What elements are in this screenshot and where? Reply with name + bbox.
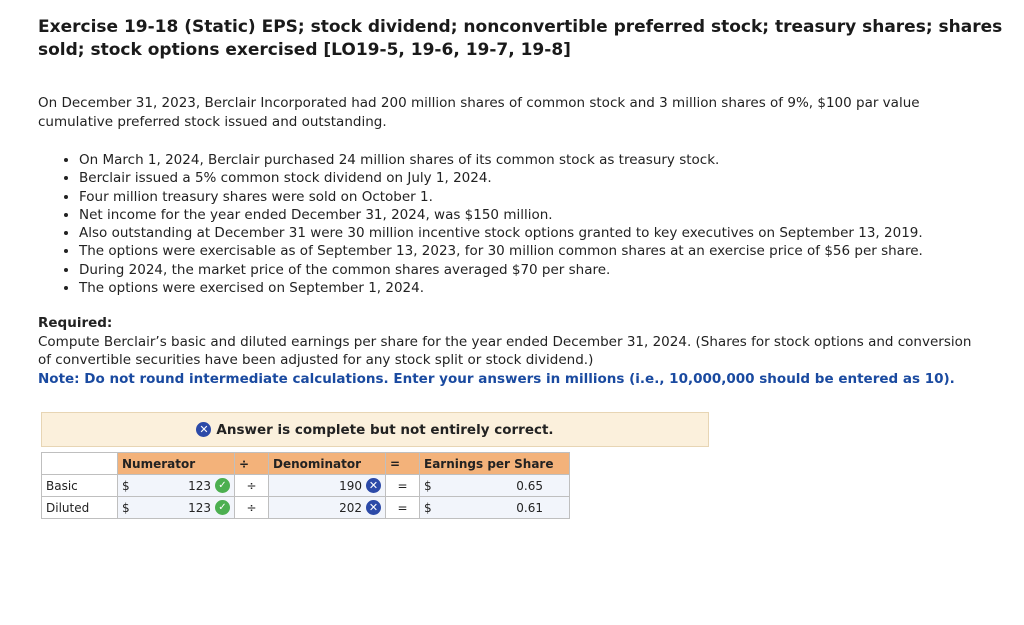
eps-input[interactable]: $ 0.65 [419, 474, 570, 497]
answer-status-banner: ✕ Answer is complete but not entirely co… [41, 412, 709, 447]
equals-sign: = [385, 474, 420, 497]
x-circle-icon: ✕ [366, 478, 381, 493]
denominator-value[interactable]: 190 [339, 478, 362, 493]
header-eps: Earnings per Share [419, 452, 570, 475]
header-divide: ÷ [234, 452, 269, 475]
table-row: Basic $ 123 ✓ ÷ 190 ✕ = $ 0.65 [41, 474, 570, 497]
row-label: Diluted [41, 496, 118, 519]
list-item: During 2024, the market price of the com… [79, 261, 1019, 279]
dollar-sign: $ [122, 478, 130, 493]
numerator-value[interactable]: 123 [188, 500, 211, 515]
list-item: The options were exercisable as of Septe… [79, 242, 1019, 260]
list-item: On March 1, 2024, Berclair purchased 24 … [79, 151, 1019, 169]
required-text: Compute Berclair’s basic and diluted ear… [38, 333, 972, 369]
list-item: Four million treasury shares were sold o… [79, 188, 1019, 206]
eps-table: Numerator ÷ Denominator = Earnings per S… [41, 452, 570, 519]
divide-sign: ÷ [234, 496, 269, 519]
header-equals: = [385, 452, 420, 475]
dollar-sign: $ [424, 500, 432, 515]
list-item: The options were exercised on September … [79, 279, 1019, 297]
eps-value[interactable]: 0.65 [516, 478, 543, 493]
eps-value[interactable]: 0.61 [516, 500, 543, 515]
numerator-value[interactable]: 123 [188, 478, 211, 493]
list-item: Also outstanding at December 31 were 30 … [79, 224, 1019, 242]
table-header-row: Numerator ÷ Denominator = Earnings per S… [41, 452, 570, 475]
header-blank-cell [41, 452, 118, 475]
banner-text: Answer is complete but not entirely corr… [216, 421, 554, 438]
eps-input[interactable]: $ 0.61 [419, 496, 570, 519]
required-section: Required: Compute Berclair’s basic and d… [38, 314, 988, 388]
numerator-input[interactable]: $ 123 ✓ [117, 474, 235, 497]
denominator-input[interactable]: 202 ✕ [268, 496, 386, 519]
facts-list: On March 1, 2024, Berclair purchased 24 … [38, 151, 1019, 297]
row-label: Basic [41, 474, 118, 497]
exercise-title: Exercise 19-18 (Static) EPS; stock divid… [38, 17, 1003, 60]
required-note: Note: Do not round intermediate calculat… [38, 370, 955, 387]
dollar-sign: $ [122, 500, 130, 515]
check-circle-icon: ✓ [215, 478, 230, 493]
check-circle-icon: ✓ [215, 500, 230, 515]
required-heading: Required: [38, 315, 113, 331]
denominator-value[interactable]: 202 [339, 500, 362, 515]
x-circle-icon: ✕ [366, 500, 381, 515]
table-row: Diluted $ 123 ✓ ÷ 202 ✕ = $ 0.61 [41, 496, 570, 519]
header-denominator: Denominator [268, 452, 386, 475]
equals-sign: = [385, 496, 420, 519]
dollar-sign: $ [424, 478, 432, 493]
header-numerator: Numerator [117, 452, 235, 475]
list-item: Berclair issued a 5% common stock divide… [79, 169, 1019, 187]
numerator-input[interactable]: $ 123 ✓ [117, 496, 235, 519]
divide-sign: ÷ [234, 474, 269, 497]
list-item: Net income for the year ended December 3… [79, 206, 1019, 224]
intro-paragraph: On December 31, 2023, Berclair Incorpora… [38, 95, 920, 130]
denominator-input[interactable]: 190 ✕ [268, 474, 386, 497]
x-circle-icon: ✕ [196, 422, 212, 437]
